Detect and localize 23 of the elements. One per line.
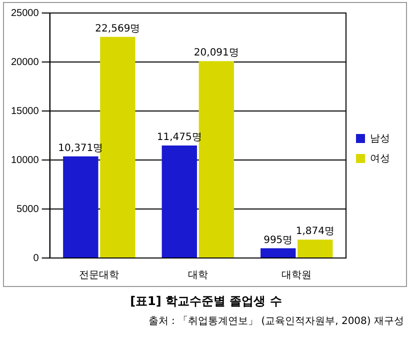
legend-label: 여성 [370, 153, 390, 164]
y-tick-label: 25000 [10, 8, 40, 19]
y-tick-label: 15000 [10, 106, 40, 117]
y-tick-label: 0 [33, 252, 40, 264]
bar [162, 146, 197, 258]
bar [260, 248, 296, 258]
x-tick-label: 전문대학 [79, 270, 120, 281]
legend-label: 남성 [370, 133, 390, 144]
x-tick-label: 대학원 [282, 270, 312, 281]
data-label: 22,569명 [95, 23, 140, 34]
bar [298, 240, 333, 258]
data-label: 995명 [264, 234, 293, 246]
x-tick-label: 대학 [188, 270, 208, 281]
bar [198, 61, 234, 258]
source-note: 출처 : 「취업통계연보」 (교육인적자원부, 2008) 재구성 [147, 314, 404, 328]
y-tick-label: 20000 [10, 56, 40, 68]
data-label: 20,091명 [194, 48, 239, 59]
bar [63, 156, 98, 258]
data-label: 1,874명 [296, 226, 334, 238]
text: [표1] 학교수준별 졸업생 수 [129, 293, 283, 310]
y-tick-label: 10000 [10, 154, 40, 166]
y-tick-label: 5000 [16, 204, 40, 215]
bar [100, 36, 136, 258]
